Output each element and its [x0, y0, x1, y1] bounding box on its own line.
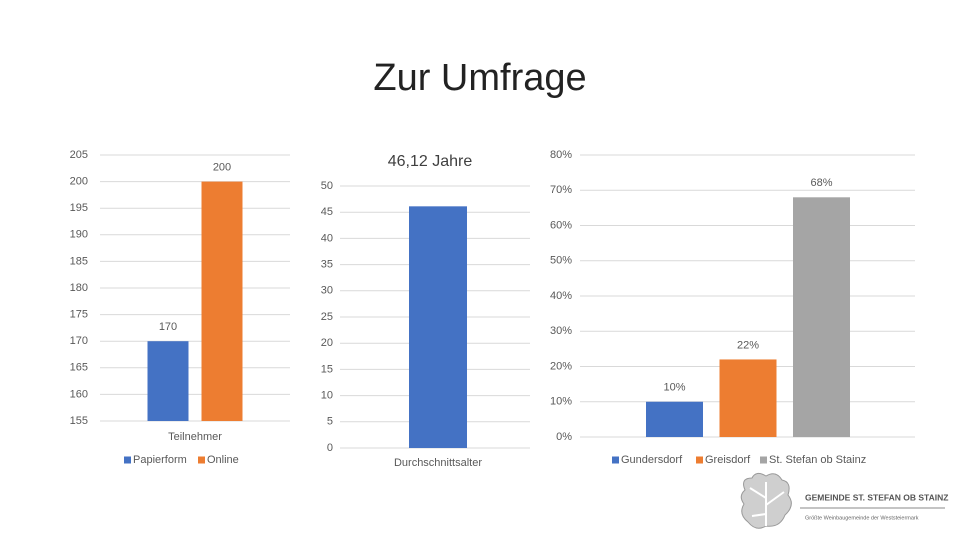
y-tick-label: 0% — [556, 431, 572, 443]
y-tick-label: 80% — [550, 149, 572, 161]
logo-veins — [749, 482, 785, 526]
data-label: 68% — [810, 177, 832, 189]
logo: GEMEINDE ST. STEFAN OB STAINZ Größte Wei… — [740, 472, 948, 529]
bar — [201, 181, 243, 421]
bar — [409, 206, 467, 448]
legend-swatch — [198, 456, 205, 464]
y-tick-label: 190 — [70, 229, 88, 241]
legend-label: Online — [207, 454, 239, 466]
y-tick-label: 70% — [550, 184, 572, 196]
y-tick-label: 0 — [327, 442, 333, 454]
data-label: 10% — [663, 382, 685, 394]
y-tick-label: 40 — [321, 232, 333, 244]
y-tick-label: 40% — [550, 290, 572, 302]
y-tick-label: 10% — [550, 396, 572, 408]
y-tick-label: 35 — [321, 259, 333, 271]
bar — [147, 341, 189, 421]
y-tick-label: 60% — [550, 219, 572, 231]
y-tick-label: 180 — [70, 282, 88, 294]
x-tick-label: Durchschnittsalter — [394, 457, 482, 469]
bar — [646, 401, 703, 437]
legend-label: St. Stefan ob Stainz — [769, 454, 866, 466]
y-tick-label: 30 — [321, 285, 333, 297]
y-tick-label: 155 — [70, 415, 88, 427]
bar — [793, 197, 850, 437]
logo-name: GEMEINDE ST. STEFAN OB STAINZ — [805, 492, 948, 502]
y-tick-label: 20 — [321, 337, 333, 349]
data-label: 170 — [159, 321, 177, 333]
bar — [719, 359, 777, 437]
slide-title: Zur Umfrage — [373, 57, 586, 99]
legend-swatch — [124, 456, 131, 464]
y-tick-label: 50 — [321, 180, 333, 192]
y-tick-label: 45 — [321, 206, 333, 218]
legend-label: Gundersdorf — [621, 454, 683, 466]
data-label: 22% — [737, 339, 759, 351]
y-tick-label: 20% — [550, 360, 572, 372]
legend-label: Papierform — [133, 454, 187, 466]
y-tick-label: 5 — [327, 416, 333, 428]
legend-swatch — [760, 456, 767, 464]
y-tick-label: 175 — [70, 309, 88, 321]
legend-swatch — [696, 456, 703, 464]
y-tick-label: 30% — [550, 325, 572, 337]
logo-tagline: Größte Weinbaugemeinde der Weststeiermar… — [805, 515, 919, 521]
chart-title: 46,12 Jahre — [388, 153, 473, 170]
x-tick-label: Teilnehmer — [168, 431, 222, 443]
y-tick-label: 165 — [70, 362, 88, 374]
y-tick-label: 160 — [70, 388, 88, 400]
y-tick-label: 10 — [321, 390, 333, 402]
y-tick-label: 205 — [70, 149, 88, 161]
y-tick-label: 200 — [70, 176, 88, 188]
y-tick-label: 15 — [321, 363, 333, 375]
y-tick-label: 50% — [550, 255, 572, 267]
legend-label: Greisdorf — [705, 454, 751, 466]
y-tick-label: 185 — [70, 255, 88, 267]
y-tick-label: 25 — [321, 311, 333, 323]
y-tick-label: 170 — [70, 335, 88, 347]
legend-swatch — [612, 456, 619, 464]
y-tick-label: 195 — [70, 202, 88, 214]
data-label: 200 — [213, 162, 231, 174]
